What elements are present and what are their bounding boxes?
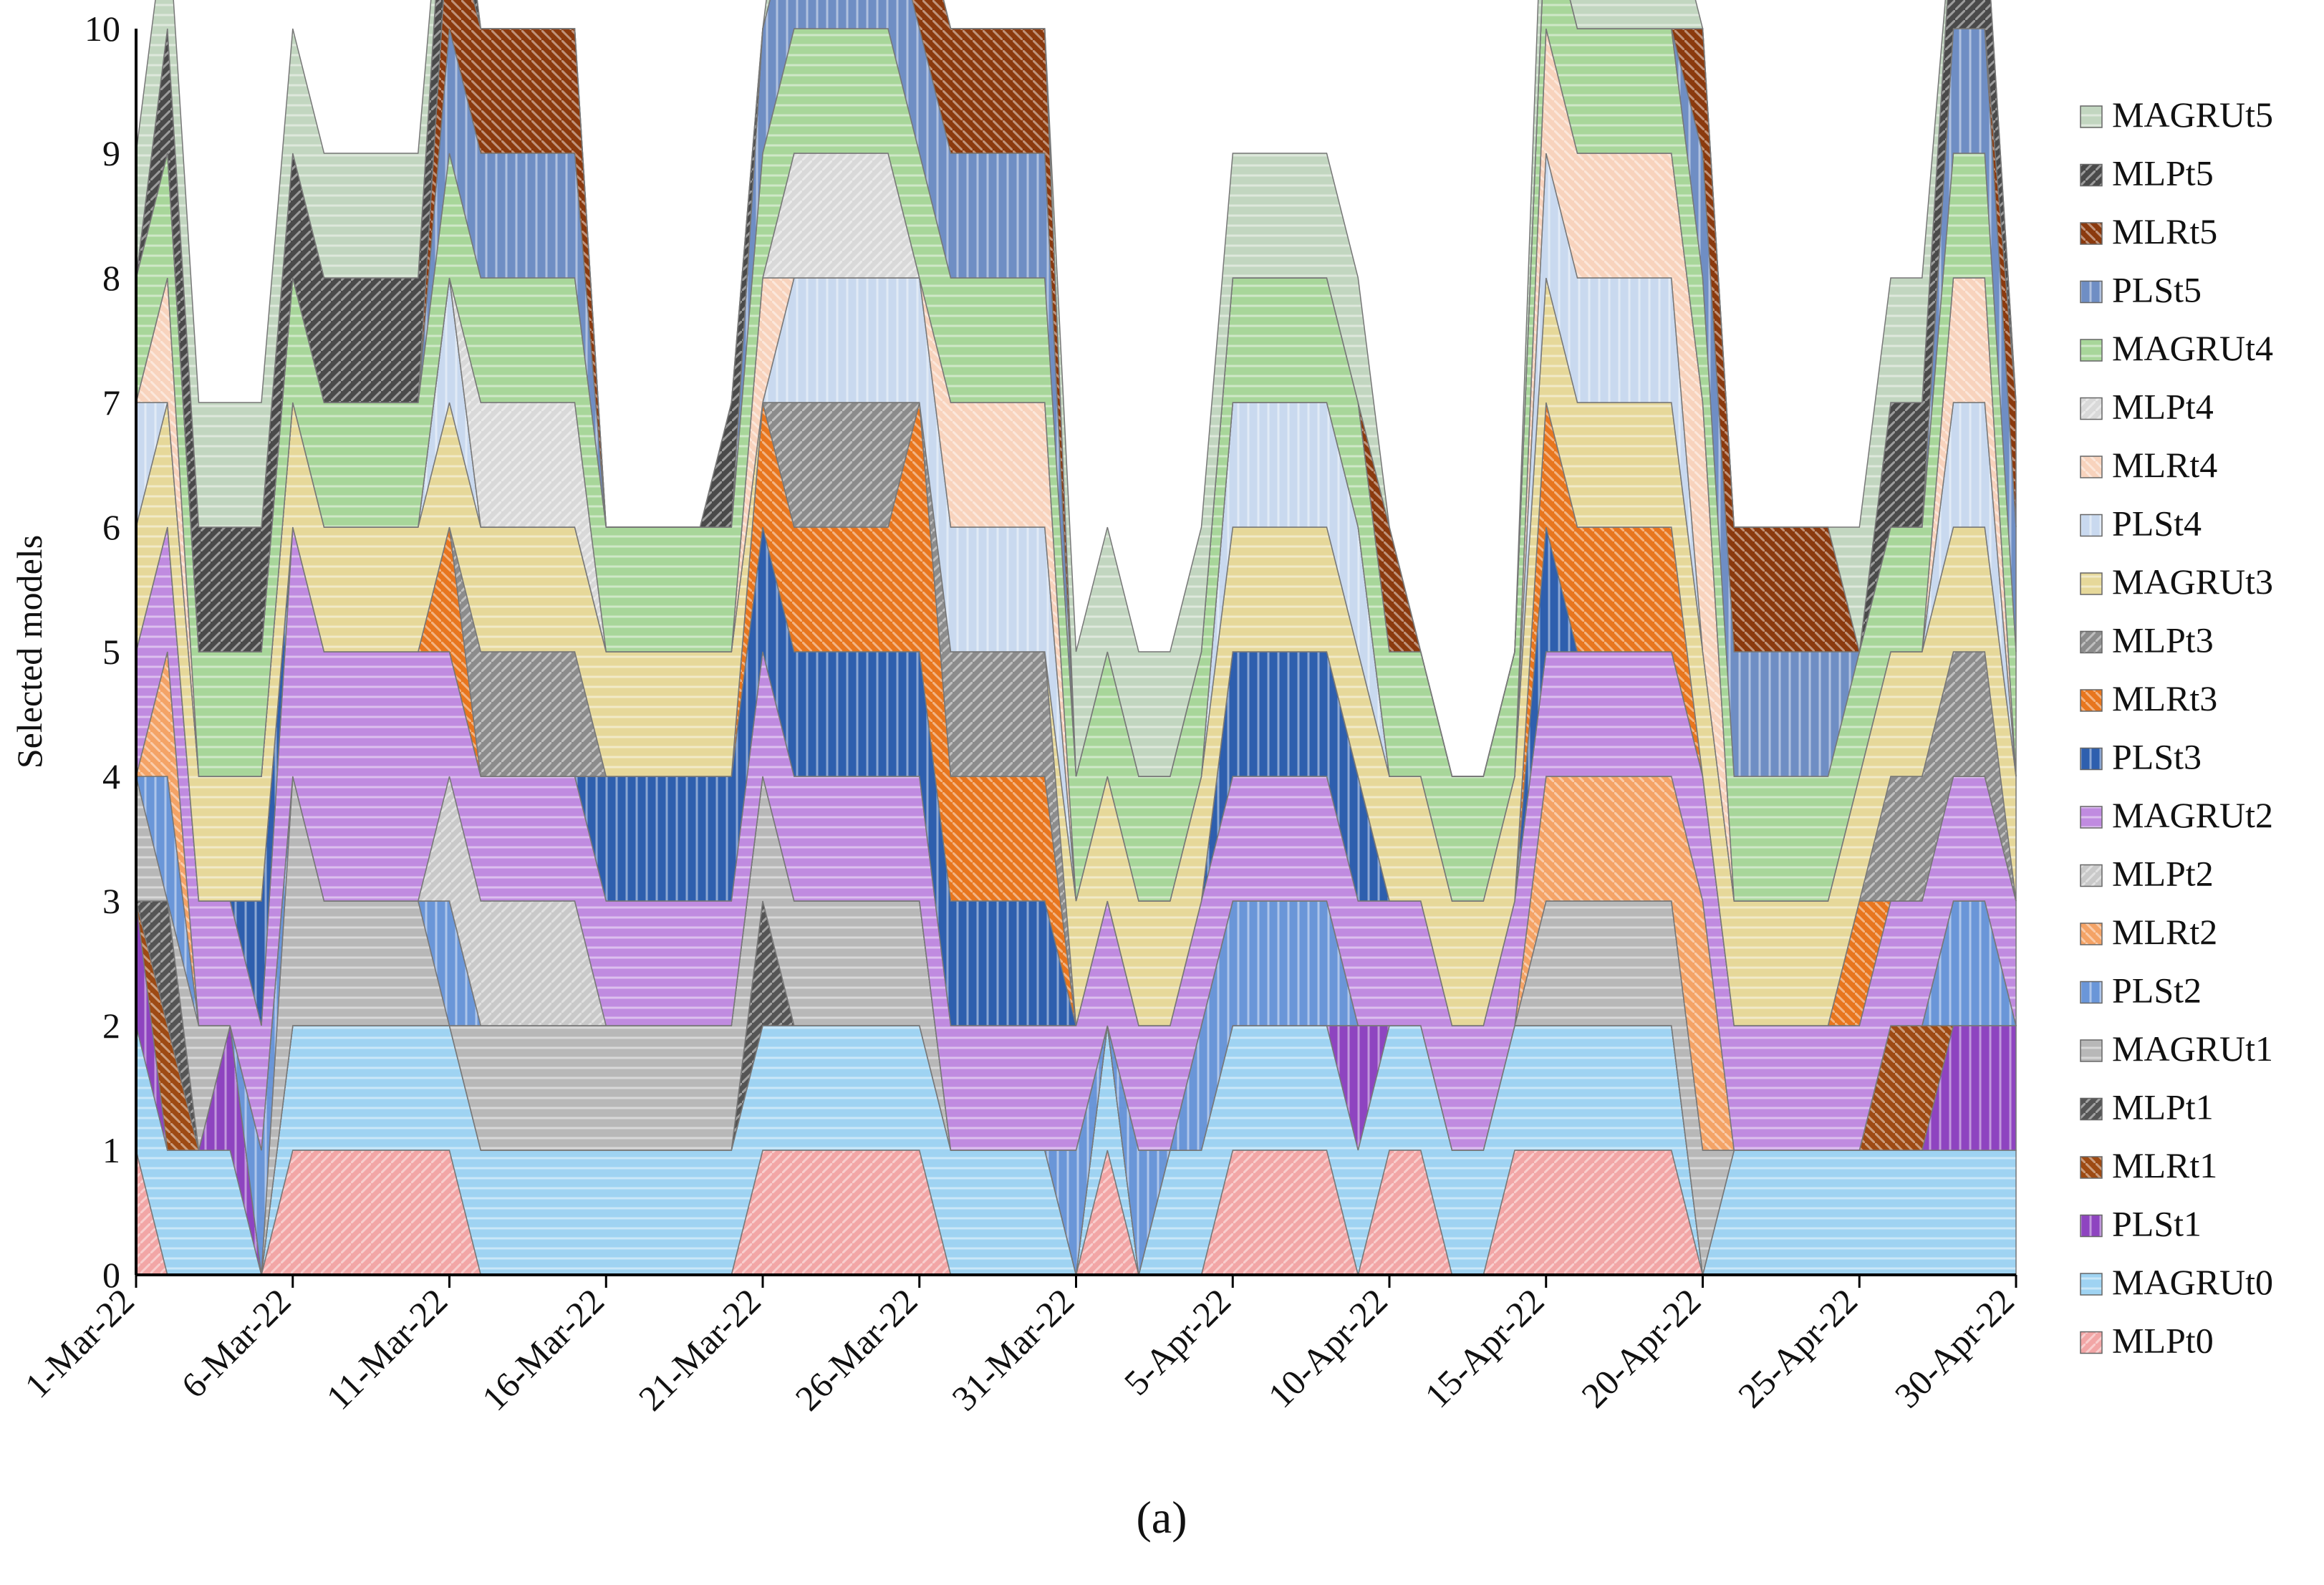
legend-label: MLPt1 [2112,1087,2214,1127]
y-axis-title: Selected models [9,535,49,769]
series-areas [135,0,2017,1276]
legend-label: MAGRUt2 [2112,795,2273,835]
y-tick-labels: 0 1 2 3 4 5 6 7 8 9 10 [85,9,120,1295]
legend-label: PLSt4 [2112,504,2202,544]
legend-swatch [2080,922,2103,945]
x-tick-label: 11-Mar-22 [319,1281,455,1417]
legend-item-mlrt2: MLRt2 [2080,912,2217,952]
legend-item-mlrt3: MLRt3 [2080,678,2217,718]
y-tick-label: 5 [102,632,120,672]
legend-item-plst5: PLSt5 [2080,270,2202,310]
legend-item-mlpt5: MLPt5 [2080,153,2214,193]
legend-swatch [2080,981,2103,1004]
legend-swatch [2080,747,2103,771]
y-tick-label: 3 [102,881,120,921]
y-tick-label: 8 [102,258,120,298]
y-tick-label: 4 [102,756,120,796]
y-tick-label: 6 [102,507,120,547]
x-tick-label: 6-Mar-22 [173,1281,298,1405]
legend-label: PLSt2 [2112,970,2202,1011]
x-tick-label: 5-Apr-22 [1117,1281,1238,1402]
legend-item-plst2: PLSt2 [2080,970,2202,1011]
legend-swatch [2080,1039,2103,1062]
y-tick-label: 7 [102,382,120,423]
x-tick-label: 31-Mar-22 [944,1281,1081,1418]
legend: MAGRUt5 MLPt5 MLRt5 PLSt5 MAGRUt4 MLPt4 MLRt4 P… [2080,95,2273,1361]
legend-swatch [2080,806,2103,829]
legend-item-mlrt5: MLRt5 [2080,211,2217,251]
legend-item-plst3: PLSt3 [2080,737,2202,777]
legend-swatch [2080,689,2103,712]
legend-swatch [2080,630,2103,654]
x-tick-labels: 1-Mar-22 6-Mar-22 11-Mar-22 16-Mar-22 21-Mar… [16,1275,2022,1418]
x-tick-label: 25-Apr-22 [1730,1281,1865,1415]
legend-label: MLRt1 [2112,1145,2217,1185]
y-tick-label: 0 [102,1255,120,1295]
legend-swatch [2080,864,2103,887]
area-magrut5 [135,0,2017,777]
x-tick-label: 15-Apr-22 [1417,1281,1551,1415]
legend-item-mlpt1: MLPt1 [2080,1087,2214,1127]
legend-swatch [2080,280,2103,304]
x-tick-label: 10-Apr-22 [1260,1281,1395,1415]
legend-swatch [2080,222,2103,245]
x-tick-label: 20-Apr-22 [1573,1281,1708,1415]
legend-swatch [2080,572,2103,595]
legend-item-magrut5: MAGRUt5 [2080,95,2273,135]
legend-item-magrut3: MAGRUt3 [2080,562,2273,602]
x-tick-label: 21-Mar-22 [631,1281,768,1418]
legend-label: MAGRUt4 [2112,328,2273,368]
y-tick-label: 1 [102,1130,120,1170]
legend-item-magrut0: MAGRUt0 [2080,1262,2273,1302]
legend-label: MLRt4 [2112,445,2217,485]
legend-swatch [2080,1156,2103,1179]
legend-label: MAGRUt0 [2112,1262,2273,1302]
legend-item-plst1: PLSt1 [2080,1204,2202,1244]
legend-label: MLPt4 [2112,387,2214,427]
x-tick-label: 30-Apr-22 [1887,1281,2022,1415]
legend-swatch [2080,514,2103,537]
legend-label: MAGRUt3 [2112,562,2273,602]
x-tick-label: 26-Mar-22 [787,1281,925,1418]
legend-swatch [2080,1331,2103,1354]
legend-label: MLRt3 [2112,678,2217,718]
legend-label: PLSt5 [2112,270,2202,310]
figure-caption: (a) [1136,1492,1187,1543]
legend-item-mlpt4: MLPt4 [2080,387,2214,427]
y-tick-label: 9 [102,133,120,173]
legend-item-magrut1: MAGRUt1 [2080,1028,2273,1069]
legend-swatch [2080,397,2103,420]
legend-label: PLSt3 [2112,737,2202,777]
legend-swatch [2080,456,2103,478]
legend-item-plst4: PLSt4 [2080,504,2202,544]
legend-item-mlpt3: MLPt3 [2080,620,2214,660]
legend-label: MLRt5 [2112,211,2217,251]
legend-label: MLPt2 [2112,854,2214,894]
legend-item-mlpt2: MLPt2 [2080,854,2214,894]
legend-label: MLRt2 [2112,912,2217,952]
legend-label: MLPt5 [2112,153,2214,193]
legend-item-magrut2: MAGRUt2 [2080,795,2273,835]
legend-item-mlpt0: MLPt0 [2080,1321,2214,1361]
legend-label: MAGRUt5 [2112,95,2273,135]
legend-item-magrut4: MAGRUt4 [2080,328,2273,368]
legend-swatch [2080,1214,2103,1238]
legend-item-mlrt1: MLRt1 [2080,1145,2217,1185]
legend-label: MLPt3 [2112,620,2214,660]
legend-label: MAGRUt1 [2112,1028,2273,1069]
y-tick-label: 10 [85,9,120,49]
x-tick-label: 1-Mar-22 [16,1281,141,1405]
x-tick-label: 16-Mar-22 [474,1281,612,1418]
legend-label: PLSt1 [2112,1204,2202,1244]
legend-swatch [2080,339,2103,362]
legend-item-mlrt4: MLRt4 [2080,445,2217,485]
legend-swatch [2080,105,2103,128]
y-tick-label: 2 [102,1006,120,1046]
legend-swatch [2080,1273,2103,1296]
legend-swatch [2080,1097,2103,1121]
legend-swatch [2080,163,2103,187]
legend-label: MLPt0 [2112,1321,2214,1361]
